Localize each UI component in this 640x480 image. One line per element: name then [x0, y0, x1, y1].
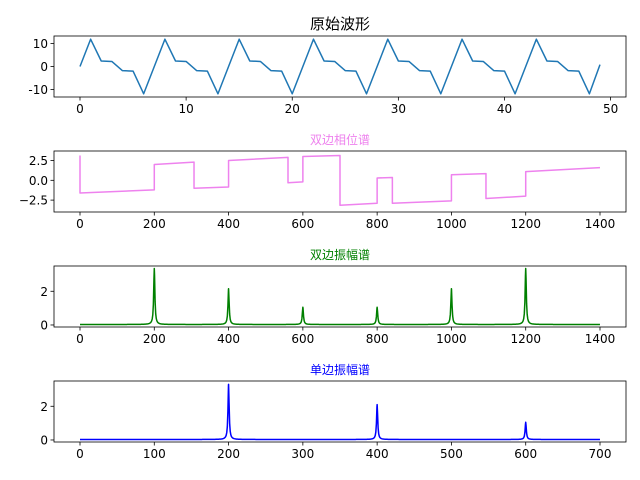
subplot-title: 原始波形 [310, 15, 370, 33]
x-tick-label: 1200 [510, 217, 541, 231]
x-tick-label: 400 [366, 447, 389, 461]
x-tick-label: 200 [143, 217, 166, 231]
one-sided-amplitude-plot: 单边振幅谱 0 100 200 300 400 500 600 700 0 2 [40, 362, 627, 461]
x-tick-label: 1000 [436, 217, 467, 231]
x-tick-label: 0 [76, 217, 84, 231]
y-tick-label: 0 [40, 60, 48, 74]
x-tick-label: 1400 [585, 217, 616, 231]
x-tick-label: 600 [291, 332, 314, 346]
subplot-title: 双边相位谱 [310, 132, 370, 147]
subplot-title: 单边振幅谱 [310, 362, 370, 377]
x-tick-label: 300 [291, 447, 314, 461]
x-tick-label: 200 [217, 447, 240, 461]
y-tick-label: -10 [28, 83, 48, 97]
x-tick-label: 100 [143, 447, 166, 461]
x-tick-label: 1200 [510, 332, 541, 346]
series-line [79, 383, 601, 441]
x-tick-label: 1000 [436, 332, 467, 346]
phase-spectrum-plot: 双边相位谱 0 200 400 600 800 1000 1200 1400 −2.5 0.0 2.5 [19, 132, 627, 231]
axes-frame [53, 380, 627, 443]
y-tick-label: 0.0 [29, 174, 48, 188]
y-tick-label: −2.5 [19, 194, 48, 208]
two-sided-amplitude-plot: 双边振幅谱 0 200 400 600 800 1000 1200 1400 0 2 [40, 247, 627, 346]
x-tick-label: 500 [440, 447, 463, 461]
subplot-title: 双边振幅谱 [310, 247, 370, 262]
x-tick-label: 10 [178, 102, 193, 116]
x-tick-label: 30 [391, 102, 406, 116]
x-tick-label: 1400 [585, 332, 616, 346]
x-tick-label: 600 [514, 447, 537, 461]
x-tick-label: 600 [291, 217, 314, 231]
series-line [79, 267, 601, 326]
y-tick-label: 0 [40, 433, 48, 447]
x-tick-label: 40 [497, 102, 512, 116]
x-tick-label: 800 [366, 217, 389, 231]
x-tick-label: 50 [603, 102, 618, 116]
x-tick-label: 400 [217, 332, 240, 346]
waveform-plot: 原始波形 0 10 20 30 40 50 -10 0 10 [28, 15, 627, 116]
y-tick-label: 2 [40, 400, 48, 414]
x-tick-label: 0 [76, 332, 84, 346]
series-line [79, 154, 601, 206]
axes-frame [53, 150, 627, 213]
y-tick-label: 2.5 [29, 154, 48, 168]
x-tick-label: 20 [285, 102, 300, 116]
x-tick-label: 0 [76, 447, 84, 461]
x-tick-label: 800 [366, 332, 389, 346]
x-tick-label: 0 [76, 102, 84, 116]
y-tick-label: 2 [40, 285, 48, 299]
x-tick-label: 700 [589, 447, 612, 461]
x-tick-label: 400 [217, 217, 240, 231]
series-line [79, 38, 601, 95]
axes-frame [53, 265, 627, 328]
x-tick-label: 200 [143, 332, 166, 346]
y-tick-label: 0 [40, 318, 48, 332]
y-tick-label: 10 [33, 37, 48, 51]
